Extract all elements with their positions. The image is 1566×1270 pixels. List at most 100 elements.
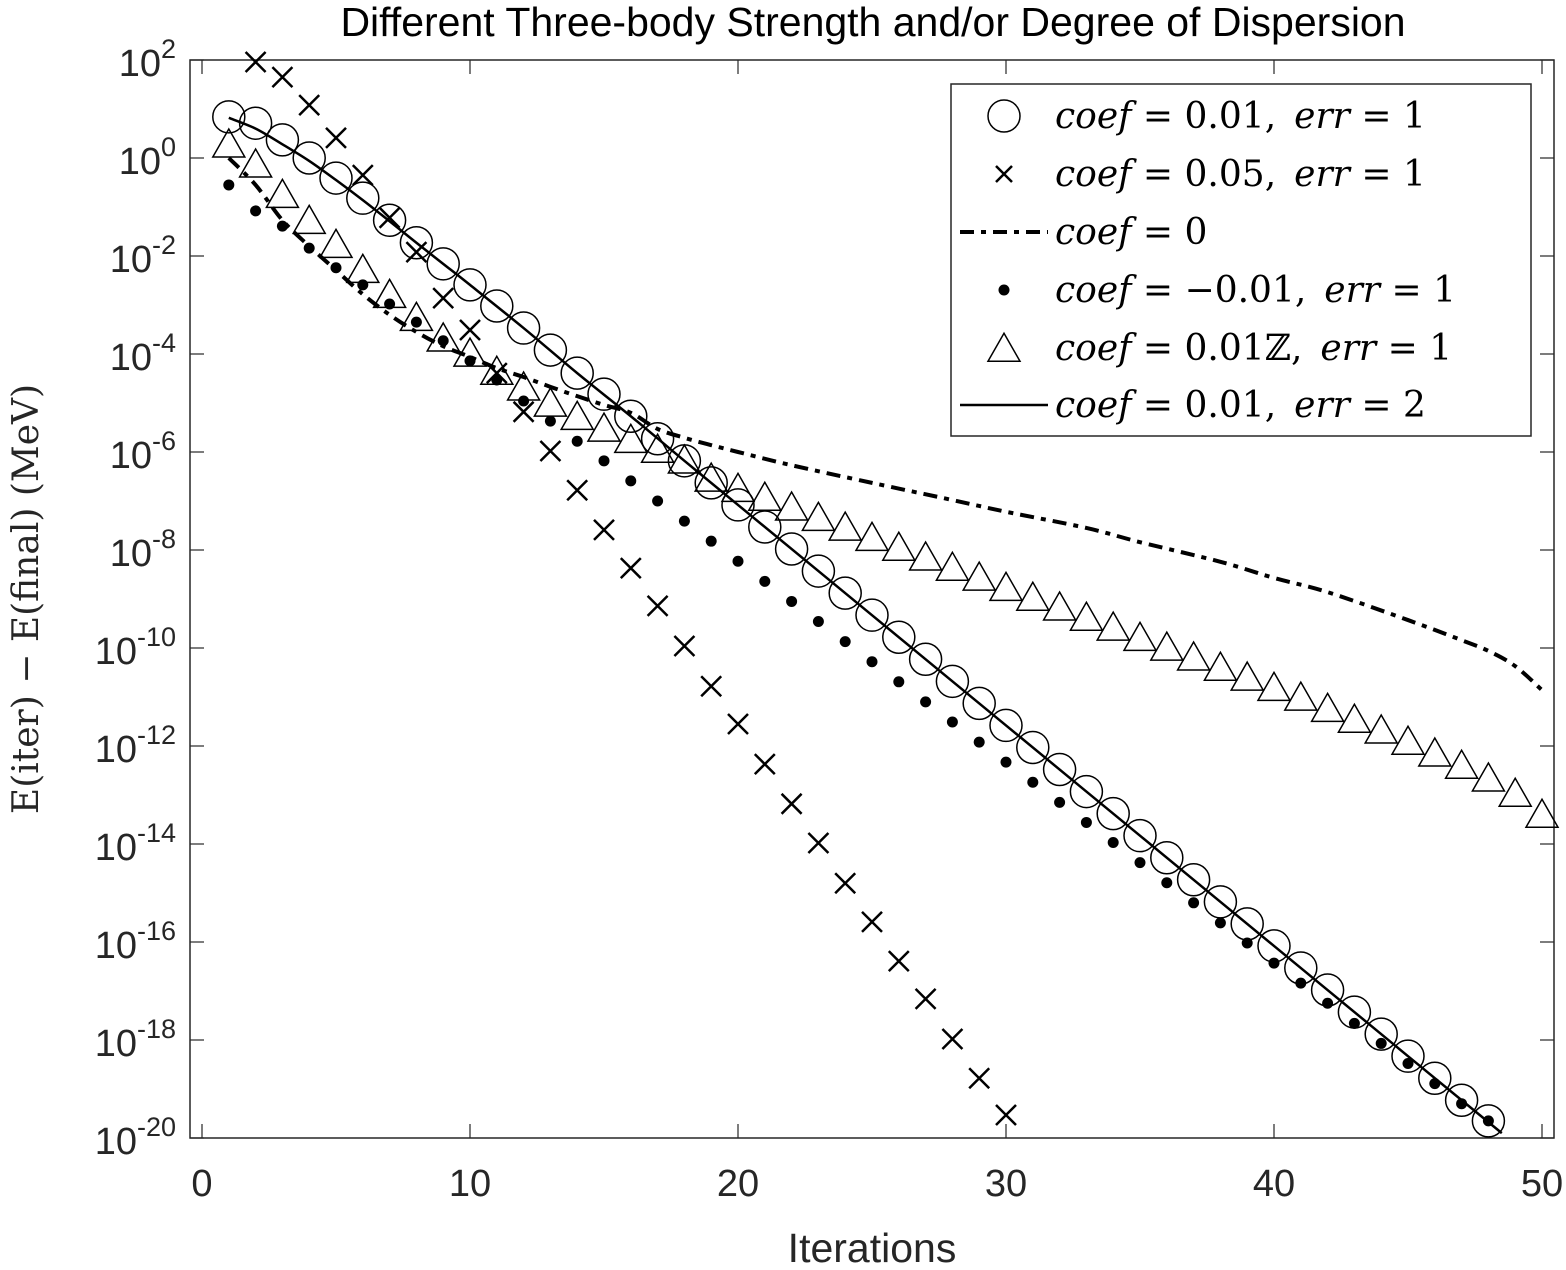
data-point-circle xyxy=(855,598,889,632)
data-point-circle xyxy=(640,422,675,456)
data-point-dot xyxy=(571,435,583,447)
data-point-circle xyxy=(1444,1083,1479,1118)
legend-item: coef = 0.01ℤ, err = 1 xyxy=(986,328,1452,369)
data-point-circle xyxy=(346,181,380,215)
data-point-triangle xyxy=(1497,776,1533,807)
data-point-cross xyxy=(780,792,803,815)
legend-var: err xyxy=(1320,328,1378,369)
legend-value: 1 xyxy=(1429,328,1452,369)
data-point-triangle xyxy=(291,203,327,235)
data-point-triangle xyxy=(399,300,434,332)
axis-ticks xyxy=(190,59,1554,1139)
data-point-dot xyxy=(223,179,235,191)
data-point-dot xyxy=(250,205,262,217)
data-point-circle xyxy=(1096,796,1130,831)
data-point-triangle xyxy=(1229,660,1265,691)
data-point-dot xyxy=(544,415,556,427)
legend-label: coef = −0.01, err = 1 xyxy=(1055,270,1456,311)
data-point-dot xyxy=(276,220,288,232)
legend-value: 1 xyxy=(1433,270,1456,311)
legend-label: coef = 0.01, err = 2 xyxy=(1055,385,1426,426)
data-point-circle xyxy=(1471,1104,1506,1138)
y-tick-base: 10 xyxy=(95,631,137,673)
data-point-cross xyxy=(271,66,294,89)
legend-marker-circle xyxy=(987,99,1021,133)
data-point-triangle xyxy=(1471,761,1506,792)
legend-marker-triangle xyxy=(986,331,1022,362)
y-tick-label: 100 xyxy=(119,132,176,183)
data-point-triangle xyxy=(774,490,809,521)
y-tick-exponent: 0 xyxy=(161,132,176,162)
data-point-triangle xyxy=(908,540,943,571)
data-point-circle xyxy=(372,203,407,237)
data-point-dot xyxy=(464,355,476,367)
y-tick-label: 10-4 xyxy=(110,328,176,379)
data-point-triangle xyxy=(693,461,729,492)
data-point-circle xyxy=(1310,973,1345,1007)
x-tick-label: 0 xyxy=(191,1163,212,1205)
x-tick-label: 30 xyxy=(985,1163,1027,1205)
data-point-triangle xyxy=(1390,724,1426,756)
data-point-triangle xyxy=(1524,797,1560,829)
y-tick-base: 10 xyxy=(110,533,152,575)
y-tick-exponent: -16 xyxy=(137,916,176,946)
legend-value: 0.01, xyxy=(1185,385,1277,426)
legend-var: err xyxy=(1294,385,1352,426)
y-axis-label: E(iter) − E(final) (MeV) xyxy=(6,384,47,814)
data-point-triangle xyxy=(559,399,595,431)
legend-value: 0.05, xyxy=(1185,154,1277,195)
data-point-circle xyxy=(1176,863,1211,897)
data-point-circle xyxy=(1069,774,1104,809)
data-point-dot xyxy=(1080,816,1092,828)
data-point-triangle xyxy=(1283,680,1319,711)
y-tick-label: 10-20 xyxy=(95,1112,176,1163)
data-point-triangle xyxy=(265,177,300,209)
series-dot xyxy=(223,179,1494,1127)
data-point-triangle xyxy=(667,443,702,474)
data-point-circle xyxy=(614,399,648,433)
data-point-cross xyxy=(619,557,642,580)
data-point-dot xyxy=(1188,897,1200,909)
legend-eq: = xyxy=(1131,154,1184,195)
y-tick-base: 10 xyxy=(110,239,152,281)
x-tick-label: 50 xyxy=(1521,1163,1563,1205)
data-point-circle xyxy=(962,686,996,721)
series-layer xyxy=(211,51,1560,1138)
data-point-dot xyxy=(357,279,369,291)
data-point-circle xyxy=(721,488,755,522)
data-point-cross xyxy=(834,872,857,895)
data-point-circle xyxy=(882,620,916,654)
legend-var: err xyxy=(1324,270,1382,311)
data-point-dot xyxy=(1456,1098,1468,1110)
data-point-cross xyxy=(378,206,401,229)
data-point-circle xyxy=(587,377,621,411)
data-point-dot xyxy=(759,575,771,587)
y-tick-exponent: 2 xyxy=(161,34,176,64)
data-point-triangle xyxy=(1363,713,1399,744)
data-point-triangle xyxy=(211,127,247,158)
data-point-triangle xyxy=(1417,736,1453,767)
data-point-cross xyxy=(593,519,615,541)
legend-label: coef = 0 xyxy=(1055,212,1207,253)
y-tick-label: 10-2 xyxy=(110,230,176,281)
y-tick-label: 10-18 xyxy=(95,1014,176,1065)
data-point-dot xyxy=(1107,837,1119,849)
data-point-cross xyxy=(459,319,481,341)
data-point-circle xyxy=(989,708,1023,743)
legend-var: err xyxy=(1294,154,1352,195)
data-point-dot xyxy=(893,676,905,688)
y-tick-base: 10 xyxy=(95,729,137,771)
data-point-triangle xyxy=(935,550,970,582)
legend-var: coef xyxy=(1055,328,1137,369)
data-point-dot xyxy=(384,298,396,310)
data-point-circle xyxy=(1203,885,1238,919)
data-point-dot xyxy=(625,475,637,487)
series-dashdot xyxy=(227,156,1544,692)
y-tick-exponent: -8 xyxy=(152,524,176,554)
data-point-circle xyxy=(1123,818,1157,853)
legend-label: coef = 0.05, err = 1 xyxy=(1055,154,1426,195)
legend-eq: = xyxy=(1131,385,1184,426)
data-point-circle xyxy=(1337,995,1372,1029)
data-point-circle xyxy=(506,311,541,345)
y-tick-exponent: -18 xyxy=(137,1014,176,1044)
